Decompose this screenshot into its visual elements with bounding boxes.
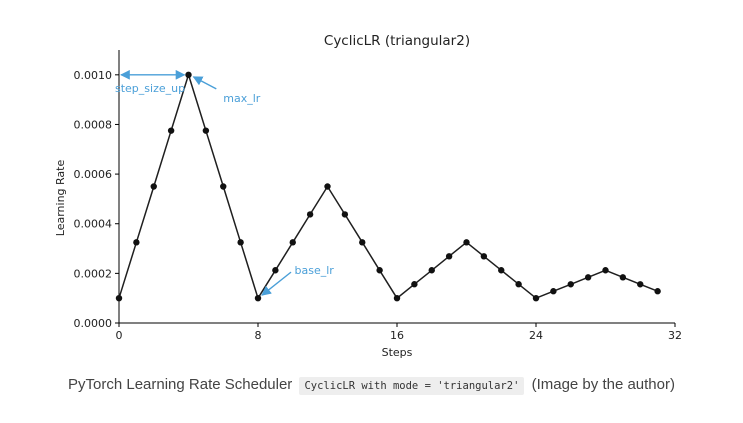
data-point-8 [254,294,262,302]
y-tick-label-1: 0.0002 [74,267,113,280]
data-point-0 [115,294,123,302]
y-tick-label-4: 0.0008 [74,118,113,131]
data-point-14 [359,239,366,246]
data-point-21 [480,253,488,260]
data-point-24 [532,294,540,302]
x-tick-label-0: 0 [116,329,123,342]
data-point-12 [324,183,331,190]
data-point-30 [637,281,644,288]
data-point-23 [515,281,522,288]
data-point-1 [133,239,140,246]
data-point-20 [463,239,470,246]
data-point-2 [150,183,157,190]
series-line [118,72,658,300]
data-point-19 [445,253,453,260]
data-point-31 [654,288,661,295]
data-point-16 [393,294,401,302]
y-tick-label-2: 0.0004 [74,218,113,231]
data-point-5 [202,127,210,134]
data-point-3 [167,127,175,134]
max-lr-label: max_lr [223,92,261,105]
data-point-29 [619,274,627,281]
max-lr-arrow [192,76,217,90]
x-tick-label-1: 8 [255,329,262,342]
data-point-13 [341,211,349,218]
x-ticks: 0 8 16 24 32 [116,323,682,342]
x-tick-label-4: 32 [668,329,682,342]
x-tick-label-3: 24 [529,329,543,342]
data-point-18 [428,267,435,274]
caption-text-after: (Image by the author) [531,376,675,393]
y-axis-label: Learning Rate [54,160,67,237]
chart-title: CyclicLR (triangular2) [324,33,470,49]
data-point-4 [185,71,192,79]
data-point-26 [567,281,574,288]
y-ticks: 0.0000 0.0002 0.0004 0.0006 0.0008 0.0010 [74,69,119,330]
data-point-27 [584,274,592,281]
base-lr-arrow [261,271,292,296]
data-point-11 [306,211,314,218]
data-point-9 [272,267,279,274]
data-point-17 [411,281,418,288]
annotations: step_size_up max_lr base_lr [115,69,334,296]
y-tick-label-5: 0.0010 [74,69,113,82]
data-point-6 [220,183,227,190]
data-point-10 [289,239,296,246]
figure-caption: PyTorch Learning Rate Scheduler CyclicLR… [0,376,743,395]
series-lr [115,71,661,302]
base-lr-label: base_lr [294,264,334,277]
data-point-22 [498,267,505,274]
y-tick-label-0: 0.0000 [74,317,113,330]
x-tick-label-2: 16 [390,329,404,342]
data-point-28 [602,267,609,274]
x-axis-label: Steps [382,346,413,359]
y-tick-label-3: 0.0006 [74,168,113,181]
caption-text-before: PyTorch Learning Rate Scheduler [68,376,293,393]
step-size-up-label: step_size_up [115,82,185,95]
chart: CyclicLR (triangular2) Learning Rate Ste… [54,33,682,359]
data-point-15 [376,267,383,274]
data-point-25 [550,288,557,295]
data-point-7 [237,239,244,246]
caption-code: CyclicLR with mode = 'triangular2' [299,377,525,395]
